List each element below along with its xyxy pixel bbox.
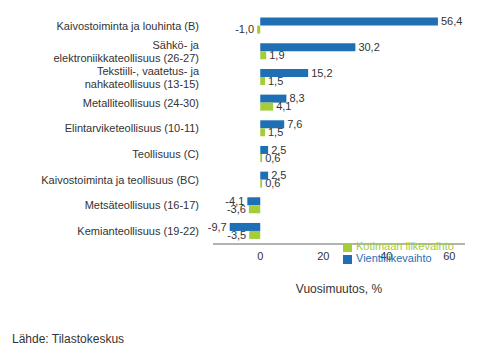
svg-text:Sähkö- jaelektroniikkateollisu: Sähkö- jaelektroniikkateollisuus (26-27) [53,39,199,64]
svg-text:7,6: 7,6 [287,118,302,130]
svg-text:20: 20 [317,250,329,262]
svg-text:Kaivostoiminta ja teollisuus (: Kaivostoiminta ja teollisuus (BC) [41,174,199,186]
svg-text:56,4: 56,4 [441,15,462,27]
svg-text:Kemianteollisuus (19-22): Kemianteollisuus (19-22) [77,225,199,237]
svg-text:30,2: 30,2 [358,41,379,53]
svg-text:60: 60 [443,250,455,262]
svg-text:-1,0: -1,0 [235,23,254,35]
svg-text:8,3: 8,3 [289,92,304,104]
svg-text:Tekstiili-, vaatetus- janahkat: Tekstiili-, vaatetus- janahkateollisuus … [85,65,200,90]
svg-text:-9,7: -9,7 [208,221,227,233]
svg-text:Teollisuus (C): Teollisuus (C) [132,148,199,160]
svg-text:1,5: 1,5 [268,75,283,87]
svg-text:15,2: 15,2 [311,67,332,79]
svg-text:1,5: 1,5 [268,126,283,138]
svg-text:-3,6: -3,6 [227,203,246,215]
svg-text:0,6: 0,6 [265,177,280,189]
svg-text:4,1: 4,1 [276,100,291,112]
svg-text:Kaivostoiminta ja louhinta (B): Kaivostoiminta ja louhinta (B) [57,20,199,32]
svg-text:0,6: 0,6 [265,152,280,164]
svg-text:Elintarviketeollisuus (10-11): Elintarviketeollisuus (10-11) [65,122,199,134]
svg-text:Metsäteollisuus (16-17): Metsäteollisuus (16-17) [85,199,199,211]
svg-text:1,9: 1,9 [269,49,284,61]
svg-text:0: 0 [257,250,263,262]
svg-text:40: 40 [380,250,392,262]
svg-text:Metalliteollisuus (24-30): Metalliteollisuus (24-30) [83,97,199,109]
svg-text:-3,5: -3,5 [227,229,246,241]
svg-text:Vuosimuutos, %: Vuosimuutos, % [296,282,383,296]
